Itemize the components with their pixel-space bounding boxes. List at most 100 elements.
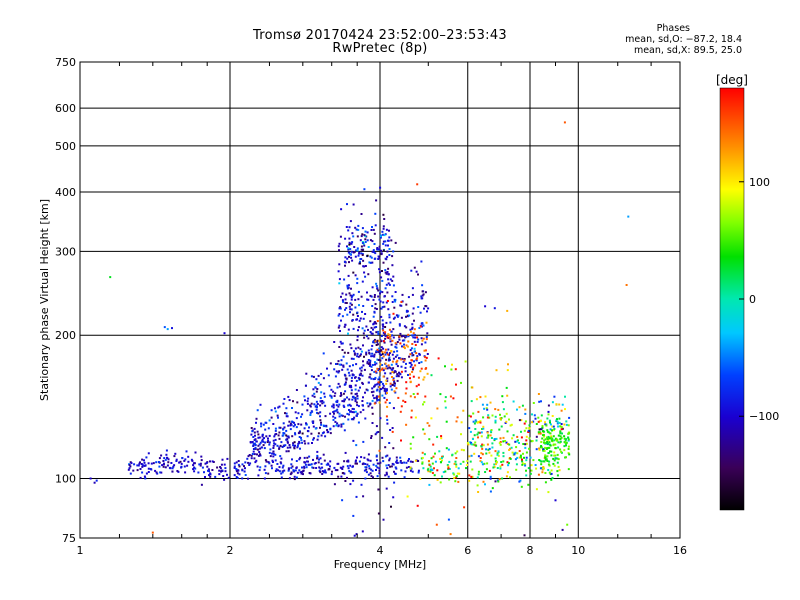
data-point [346, 203, 348, 206]
data-point [361, 381, 364, 384]
data-point [492, 466, 495, 469]
data-point [321, 466, 324, 469]
data-point [341, 368, 344, 371]
data-point [138, 462, 141, 465]
data-point [317, 461, 320, 464]
data-point [544, 458, 547, 461]
data-point [321, 473, 324, 475]
data-point [333, 483, 336, 486]
data-point [237, 469, 240, 472]
data-point [282, 432, 285, 434]
data-point [441, 475, 443, 478]
data-point [375, 383, 378, 386]
data-point [406, 314, 409, 317]
data-point [516, 408, 518, 411]
data-point [328, 468, 331, 470]
data-point [434, 452, 436, 455]
data-point [386, 336, 389, 339]
data-point [320, 423, 323, 426]
data-point [204, 462, 207, 465]
data-point [539, 432, 542, 435]
data-point [258, 453, 261, 456]
data-point [310, 432, 313, 435]
data-point [540, 445, 543, 447]
data-point [299, 456, 302, 459]
data-point [321, 400, 324, 402]
data-point [287, 436, 290, 439]
data-point [543, 430, 546, 433]
data-point [454, 368, 457, 371]
data-point [356, 404, 359, 407]
data-point [405, 335, 408, 338]
data-point [521, 463, 524, 466]
data-point [384, 240, 387, 243]
data-point [382, 518, 385, 521]
data-point [394, 355, 397, 358]
data-point [352, 479, 355, 482]
data-point [247, 455, 250, 458]
data-point [359, 386, 361, 389]
data-point [337, 326, 340, 329]
data-point [306, 435, 309, 438]
data-point [493, 463, 496, 466]
data-point [487, 448, 490, 451]
data-point [298, 440, 301, 443]
data-point [525, 427, 528, 430]
data-point [392, 496, 395, 499]
data-point [525, 442, 528, 445]
data-point [409, 447, 412, 450]
y-tick-label: 200 [55, 329, 76, 342]
data-point [361, 400, 364, 402]
data-point [316, 438, 319, 441]
data-point [384, 455, 387, 458]
data-point [491, 487, 494, 490]
data-point [286, 446, 289, 449]
data-point [496, 452, 499, 455]
data-point [333, 341, 336, 343]
data-point [354, 393, 357, 396]
data-point [274, 429, 277, 432]
data-point [524, 446, 527, 449]
data-point [369, 261, 372, 264]
data-point [267, 437, 269, 440]
data-point [175, 458, 178, 461]
data-point [268, 441, 271, 444]
data-point [281, 446, 284, 448]
data-point [298, 430, 301, 433]
data-point [348, 413, 350, 416]
data-point [475, 420, 478, 423]
data-point [424, 359, 427, 362]
data-point [362, 396, 364, 399]
data-point [376, 459, 378, 462]
data-point [359, 317, 362, 320]
data-point [352, 271, 355, 274]
data-point [260, 422, 263, 425]
data-point [336, 469, 339, 472]
data-point [278, 466, 281, 469]
data-point [255, 417, 258, 420]
data-point [373, 311, 376, 314]
data-point [376, 358, 379, 361]
data-point [547, 435, 550, 438]
data-point [480, 452, 483, 455]
data-point [389, 385, 392, 388]
data-point [366, 254, 369, 257]
data-point [297, 432, 300, 435]
data-point [448, 468, 451, 470]
data-point [514, 440, 517, 443]
data-point [366, 231, 369, 234]
data-point [392, 328, 395, 331]
data-point [128, 464, 131, 466]
data-point [567, 432, 570, 435]
data-point [233, 474, 236, 477]
data-point [388, 328, 391, 331]
data-point [370, 435, 373, 437]
data-point [371, 399, 374, 402]
data-point [410, 347, 413, 350]
data-point [404, 370, 407, 373]
data-point [499, 437, 502, 440]
data-point [539, 467, 542, 470]
data-point [514, 451, 517, 454]
data-point [342, 364, 345, 367]
data-point [391, 255, 394, 258]
